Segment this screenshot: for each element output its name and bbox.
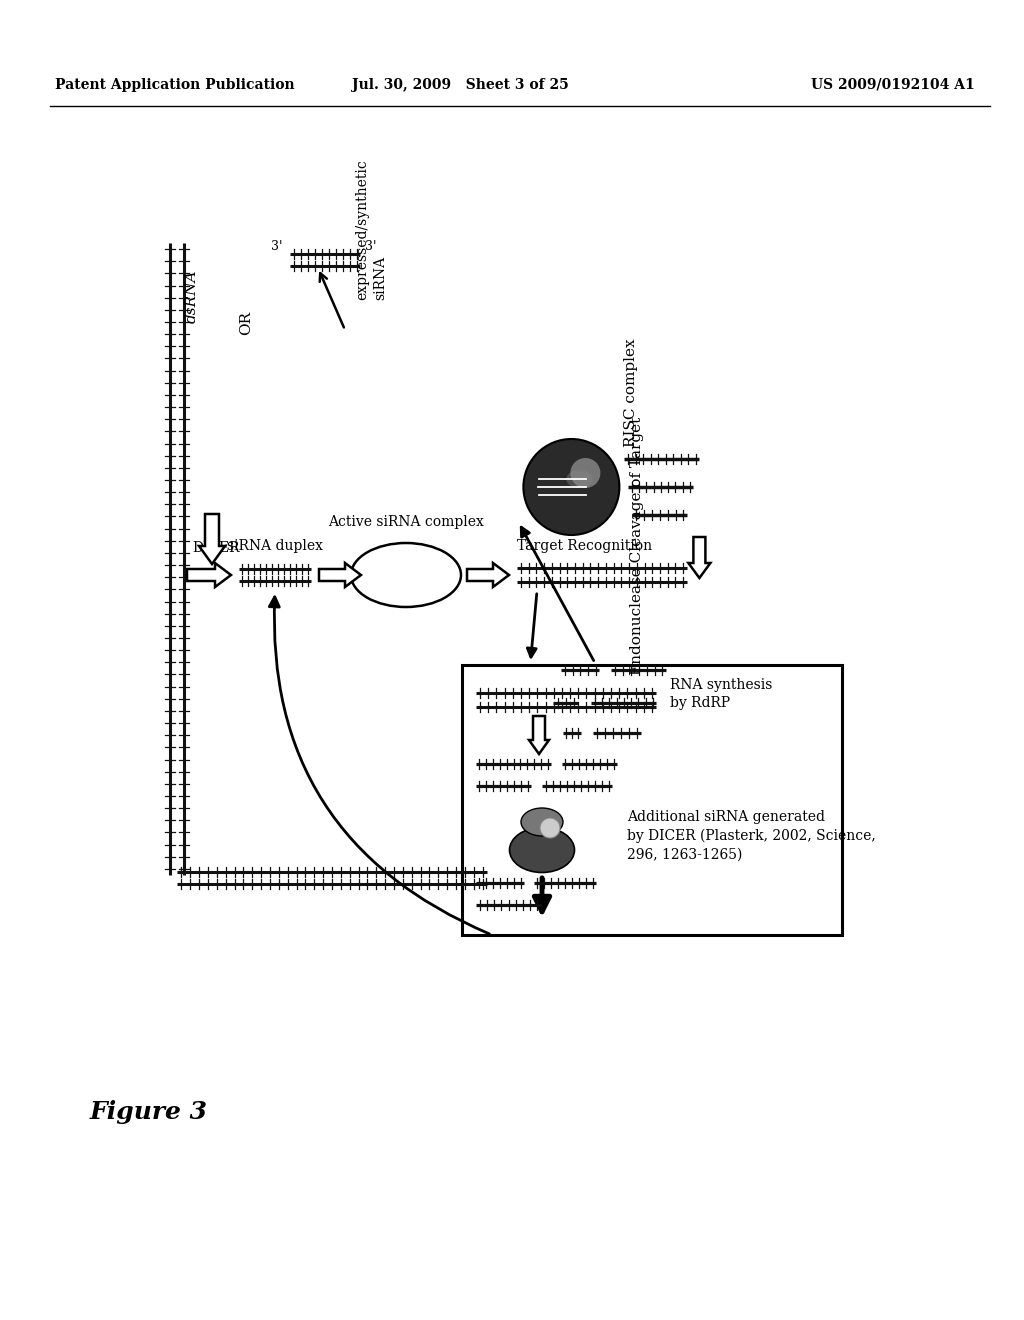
- Text: siRNA duplex: siRNA duplex: [227, 539, 323, 553]
- Ellipse shape: [521, 808, 563, 836]
- Polygon shape: [467, 564, 509, 587]
- Text: OR: OR: [239, 312, 253, 335]
- Text: RISC complex: RISC complex: [625, 338, 638, 447]
- Text: expressed/synthetic
siRNA: expressed/synthetic siRNA: [355, 160, 387, 300]
- Text: Figure 3: Figure 3: [90, 1100, 208, 1125]
- Circle shape: [523, 440, 620, 535]
- Text: Target Recognition: Target Recognition: [517, 539, 652, 553]
- Text: Patent Application Publication: Patent Application Publication: [55, 78, 295, 92]
- Text: dsRNA: dsRNA: [185, 269, 199, 323]
- Polygon shape: [199, 513, 225, 564]
- FancyArrowPatch shape: [269, 597, 489, 935]
- Ellipse shape: [510, 828, 574, 873]
- Text: 3': 3': [365, 239, 377, 252]
- Circle shape: [570, 458, 600, 488]
- Text: Endonuclease Cleavage of Target: Endonuclease Cleavage of Target: [631, 417, 644, 675]
- Ellipse shape: [566, 470, 593, 488]
- Text: RNA synthesis
by RdRP: RNA synthesis by RdRP: [670, 678, 772, 710]
- Polygon shape: [529, 715, 549, 754]
- Text: DICER: DICER: [193, 541, 240, 554]
- Text: 3': 3': [270, 239, 282, 252]
- Text: Active siRNA complex: Active siRNA complex: [328, 515, 484, 529]
- Ellipse shape: [351, 543, 461, 607]
- Polygon shape: [319, 564, 361, 587]
- Circle shape: [540, 818, 560, 838]
- Text: US 2009/0192104 A1: US 2009/0192104 A1: [811, 78, 975, 92]
- Text: Additional siRNA generated
by DICER (Plasterk, 2002, Science,
296, 1263-1265): Additional siRNA generated by DICER (Pla…: [627, 810, 876, 862]
- FancyBboxPatch shape: [462, 665, 842, 935]
- Polygon shape: [688, 537, 711, 578]
- Polygon shape: [187, 564, 231, 587]
- Text: Jul. 30, 2009   Sheet 3 of 25: Jul. 30, 2009 Sheet 3 of 25: [351, 78, 568, 92]
